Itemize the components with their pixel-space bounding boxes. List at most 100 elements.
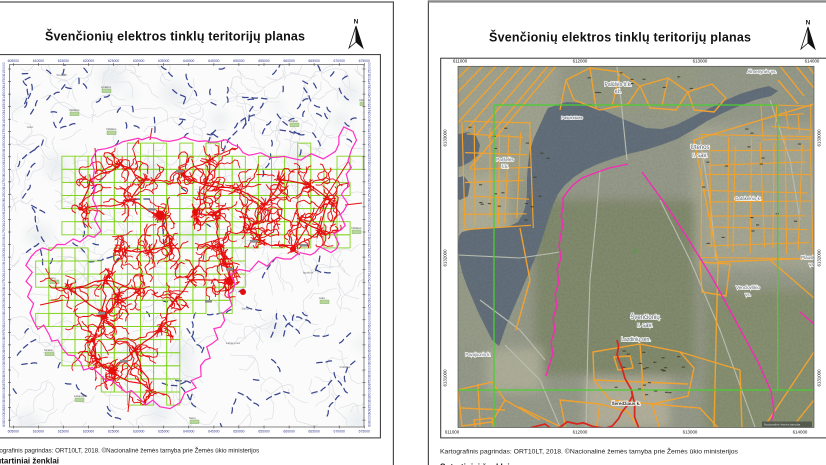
svg-text:Gatakelnio k.: Gatakelnio k. [735,196,761,201]
svg-text:6145000: 6145000 [368,87,372,100]
svg-text:6105000: 6105000 [368,288,372,301]
svg-text:6132500: 6132500 [368,150,372,163]
svg-text:6087500: 6087500 [368,376,372,389]
svg-text:6090000: 6090000 [368,363,372,376]
svg-text:Vidiškės: Vidiškės [69,108,80,112]
svg-text:Ignalina: Ignalina [101,85,111,89]
svg-text:6133000: 6133000 [443,129,448,147]
svg-text:6132000: 6132000 [817,249,822,267]
svg-text:6085000: 6085000 [2,388,6,401]
svg-text:605000: 605000 [8,59,19,63]
svg-text:6137500: 6137500 [2,125,6,138]
svg-text:Utenos: Utenos [690,145,709,151]
svg-text:6112500: 6112500 [368,251,372,264]
svg-text:Plauskečių: Plauskečių [801,255,823,260]
svg-text:6082500: 6082500 [368,401,372,414]
svg-text:6115000: 6115000 [368,238,372,251]
svg-text:665000: 665000 [308,59,319,63]
svg-text:vs.: vs. [745,292,751,297]
svg-text:N: N [806,20,811,27]
svg-text:Sarių: Sarių [242,307,249,311]
svg-text:6150000: 6150000 [2,62,6,75]
svg-text:6122500: 6122500 [2,200,6,213]
svg-text:6082500: 6082500 [2,401,6,414]
svg-text:6127500: 6127500 [2,175,6,188]
svg-text:Palūšės š.k.: Palūšės š.k. [605,82,632,88]
svg-text:Vidiškės: Vidiškės [351,226,362,230]
svg-text:615000: 615000 [58,59,69,63]
svg-text:630000: 630000 [133,59,144,63]
svg-text:Šerėdžiaus k.: Šerėdžiaus k. [612,399,641,406]
svg-text:Strakai: Strakai [289,119,298,123]
svg-text:655000: 655000 [258,59,269,63]
svg-text:6125000: 6125000 [2,188,6,201]
svg-text:6080000: 6080000 [2,413,6,426]
svg-text:Švenčionių elektros tinklų ter: Švenčionių elektros tinklų teritorijų pl… [45,29,305,44]
svg-text:660000: 660000 [283,430,294,434]
svg-text:6131000: 6131000 [443,369,448,387]
svg-text:6092500: 6092500 [368,351,372,364]
svg-text:645000: 645000 [208,430,219,434]
svg-text:Strakai: Strakai [44,348,53,352]
svg-text:613000: 613000 [683,430,698,435]
svg-text:Sarių: Sarių [189,416,196,420]
svg-text:Strakai: Strakai [56,73,66,77]
svg-text:Adut.: Adut. [319,296,326,300]
svg-text:6122500: 6122500 [368,200,372,213]
svg-text:6090000: 6090000 [2,363,6,376]
svg-text:6110000: 6110000 [368,263,372,276]
svg-text:6092500: 6092500 [2,351,6,364]
svg-text:Lazdinių sen.: Lazdinių sen. [621,337,650,343]
svg-text:660000: 660000 [283,59,294,63]
svg-text:6135000: 6135000 [2,137,6,150]
svg-text:6117500: 6117500 [2,225,6,238]
svg-text:630000: 630000 [133,430,144,434]
svg-text:6085000: 6085000 [368,388,372,401]
svg-text:645000: 645000 [208,59,219,63]
svg-text:615000: 615000 [58,430,69,434]
svg-text:6097500: 6097500 [368,326,372,339]
svg-text:635000: 635000 [158,59,169,63]
svg-text:Vidiškės: Vidiškės [106,127,117,131]
svg-text:670000: 670000 [334,430,345,434]
svg-text:612000: 612000 [573,59,588,64]
svg-text:Pašulniškės: Pašulniškės [561,115,582,120]
svg-text:6132000: 6132000 [443,249,448,267]
svg-text:6100000: 6100000 [2,313,6,326]
svg-text:6125000: 6125000 [368,188,372,201]
svg-text:Švenčionių: Švenčionių [630,314,660,321]
svg-text:6147500: 6147500 [368,75,372,88]
svg-text:6147500: 6147500 [2,75,6,88]
svg-text:Kartografinis pagrindas: ORT10: Kartografinis pagrindas: ORT10LT, 2018. … [0,447,259,455]
svg-text:611000: 611000 [445,430,460,435]
svg-text:r. sav.: r. sav. [692,153,708,159]
svg-text:Paršelės: Paršelės [496,157,514,162]
svg-text:6130000: 6130000 [2,163,6,176]
svg-text:Sutartiniai ženklai: Sutartiniai ženklai [0,457,59,465]
svg-text:6095000: 6095000 [368,338,372,351]
svg-text:6142500: 6142500 [2,100,6,113]
svg-text:Kartografinis pagrindas: ORT10: Kartografinis pagrindas: ORT10LT, 2018. … [440,447,739,456]
svg-text:675000: 675000 [359,430,370,434]
svg-text:r. sav.: r. sav. [637,323,653,329]
svg-text:6115000: 6115000 [2,238,6,251]
svg-text:650000: 650000 [233,430,244,434]
svg-text:6145000: 6145000 [2,87,6,100]
svg-text:614000: 614000 [805,59,820,64]
svg-text:665000: 665000 [308,430,319,434]
svg-text:6120000: 6120000 [2,213,6,226]
svg-text:Labanoras: Labanoras [226,341,241,345]
svg-text:611000: 611000 [453,59,468,64]
svg-text:6112500: 6112500 [2,251,6,264]
svg-text:Almenynės vs.: Almenynės vs. [747,69,776,74]
svg-text:6097500: 6097500 [2,326,6,339]
svg-text:6130000: 6130000 [368,163,372,176]
svg-text:Ignalina: Ignalina [303,270,314,274]
svg-text:625000: 625000 [108,59,119,63]
svg-text:612000: 612000 [573,430,588,435]
svg-text:Adut.: Adut. [61,72,68,76]
svg-text:Pavajuonio k.: Pavajuonio k. [465,352,490,357]
svg-text:625000: 625000 [108,430,119,434]
svg-text:N: N [354,19,359,26]
svg-text:613000: 613000 [693,59,708,64]
